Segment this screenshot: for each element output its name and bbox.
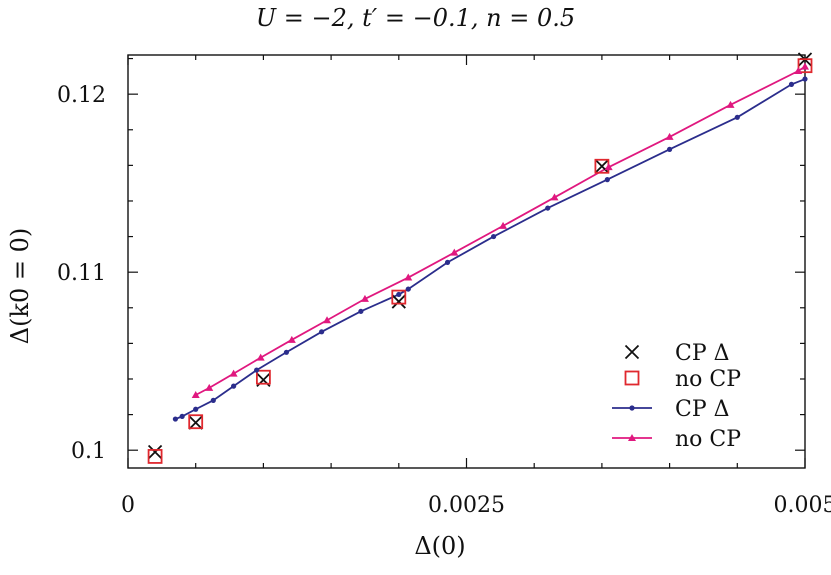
data-point-s1: [255, 369, 271, 385]
legend-label: no CP: [675, 367, 741, 392]
data-point-s2: [172, 416, 178, 422]
data-point-s1: [188, 414, 204, 430]
data-point-s3: [229, 369, 238, 377]
data-point-s3: [191, 391, 200, 399]
data-point-s2: [231, 383, 237, 389]
data-point-s0: [147, 444, 163, 460]
data-point-s2: [396, 291, 402, 298]
data-point-s2: [788, 81, 795, 87]
data-point-s3: [287, 335, 296, 343]
data-point-s2: [405, 286, 411, 292]
data-point-s3: [604, 163, 613, 171]
data-point-s3: [726, 100, 735, 108]
legend-label: CP Δ: [675, 341, 730, 366]
data-point-s1: [797, 58, 813, 74]
data-point-s2: [210, 397, 216, 403]
y-tick-label: 0.12: [57, 83, 106, 108]
data-point-s0: [594, 159, 610, 174]
data-point-s3: [794, 67, 803, 75]
data-point-s3: [404, 273, 413, 281]
data-point-s3: [499, 221, 508, 229]
legend-label: CP Δ: [675, 397, 730, 422]
chart-title: U = −2, t′ = −0.1, n = 0.5: [255, 4, 576, 32]
data-point-s0: [391, 294, 406, 309]
y-tick-label: 0.1: [71, 439, 106, 464]
data-point-s2: [802, 76, 808, 82]
x-tick-label: 0.0025: [428, 493, 505, 518]
data-point-s3: [323, 316, 332, 324]
data-point-s3: [665, 132, 674, 140]
y-tick-label: 0.11: [57, 261, 106, 286]
data-point-s2: [734, 114, 740, 120]
x-tick-label: 0.005: [774, 493, 831, 518]
data-point-s3: [256, 353, 265, 361]
legend-marker: [629, 405, 635, 411]
data-point-s2: [254, 367, 260, 373]
x-axis-label: Δ(0): [414, 532, 466, 560]
data-point-s2: [319, 329, 325, 335]
data-point-s2: [667, 146, 673, 152]
x-tick-label: 0: [121, 493, 135, 518]
data-point-s2: [283, 349, 290, 355]
data-point-s1: [147, 449, 163, 464]
data-point-s3: [801, 62, 809, 70]
legend-marker: [628, 434, 636, 441]
legend-label: no CP: [675, 427, 741, 452]
data-point-s1: [391, 289, 407, 305]
legend-marker: [624, 370, 640, 386]
data-point-s2: [193, 406, 199, 412]
data-point-s3: [360, 294, 369, 302]
data-point-s0: [188, 415, 203, 430]
data-point-s2: [490, 233, 497, 240]
data-point-s2: [444, 259, 451, 265]
series-line-3: [195, 65, 806, 396]
data-point-s2: [604, 177, 610, 183]
data-point-s2: [358, 308, 364, 314]
legend-marker: [624, 344, 640, 360]
data-point-s3: [205, 383, 214, 391]
data-point-s2: [545, 205, 551, 211]
data-point-s3: [550, 193, 559, 201]
data-point-s2: [179, 413, 185, 419]
data-point-s3: [450, 248, 459, 256]
